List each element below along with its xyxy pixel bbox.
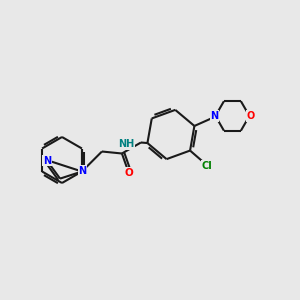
Text: O: O [246, 111, 254, 121]
Text: N: N [78, 166, 86, 176]
Text: NH: NH [118, 139, 134, 149]
Text: Cl: Cl [202, 160, 212, 171]
Text: N: N [210, 111, 218, 121]
Text: N: N [43, 155, 51, 166]
Text: O: O [124, 167, 133, 178]
